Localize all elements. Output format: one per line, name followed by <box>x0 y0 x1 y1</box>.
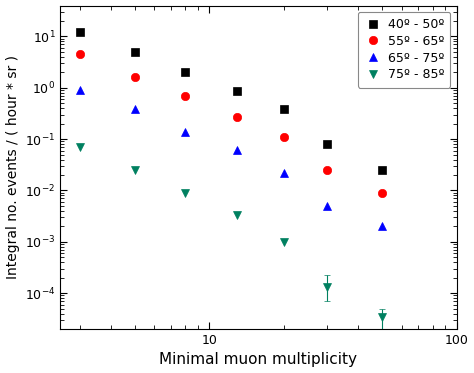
65º - 75º <box>324 204 330 208</box>
40º - 50º <box>379 168 385 172</box>
55º - 65º <box>132 75 137 79</box>
55º - 65º <box>182 94 188 98</box>
40º - 50º <box>281 107 286 112</box>
65º - 75º <box>379 224 385 229</box>
40º - 50º <box>324 142 330 146</box>
X-axis label: Minimal muon multiplicity: Minimal muon multiplicity <box>159 352 357 367</box>
40º - 50º <box>132 50 137 54</box>
75º - 85º <box>281 239 286 244</box>
40º - 50º <box>77 30 83 35</box>
65º - 75º <box>77 88 83 93</box>
Line: 55º - 65º: 55º - 65º <box>76 50 386 197</box>
65º - 75º <box>235 148 240 152</box>
55º - 65º <box>281 135 286 139</box>
75º - 85º <box>77 145 83 149</box>
55º - 65º <box>379 191 385 195</box>
40º - 50º <box>182 70 188 75</box>
75º - 85º <box>182 191 188 195</box>
65º - 75º <box>281 171 286 175</box>
Line: 40º - 50º: 40º - 50º <box>76 28 386 174</box>
Y-axis label: Integral no. events / ( hour * sr ): Integral no. events / ( hour * sr ) <box>6 55 19 279</box>
Line: 65º - 75º: 65º - 75º <box>76 86 386 231</box>
55º - 65º <box>324 168 330 172</box>
Legend: 40º - 50º, 55º - 65º, 65º - 75º, 75º - 85º: 40º - 50º, 55º - 65º, 65º - 75º, 75º - 8… <box>357 12 450 88</box>
55º - 65º <box>235 115 240 119</box>
65º - 75º <box>182 129 188 134</box>
65º - 75º <box>132 107 137 112</box>
75º - 85º <box>235 213 240 217</box>
40º - 50º <box>235 89 240 94</box>
Line: 75º - 85º: 75º - 85º <box>76 143 288 246</box>
55º - 65º <box>77 52 83 56</box>
75º - 85º <box>132 168 137 172</box>
